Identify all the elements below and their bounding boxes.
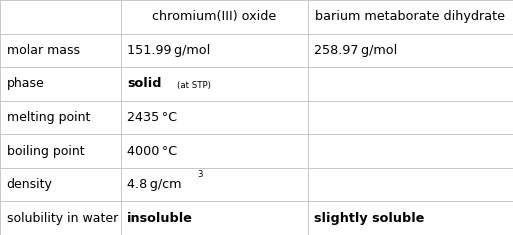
- Text: barium metaborate dihydrate: barium metaborate dihydrate: [315, 10, 505, 23]
- Text: 4.8 g/cm: 4.8 g/cm: [127, 178, 182, 191]
- Text: solubility in water: solubility in water: [7, 212, 118, 225]
- Text: 4000 °C: 4000 °C: [127, 145, 177, 158]
- Text: 151.99 g/mol: 151.99 g/mol: [127, 44, 210, 57]
- Text: melting point: melting point: [7, 111, 90, 124]
- Text: molar mass: molar mass: [7, 44, 80, 57]
- Text: chromium(III) oxide: chromium(III) oxide: [152, 10, 277, 23]
- Text: boiling point: boiling point: [7, 145, 84, 158]
- Text: solid: solid: [127, 77, 162, 90]
- Text: (at STP): (at STP): [177, 81, 211, 90]
- Text: 258.97 g/mol: 258.97 g/mol: [314, 44, 398, 57]
- Text: insoluble: insoluble: [127, 212, 193, 225]
- Text: slightly soluble: slightly soluble: [314, 212, 425, 225]
- Text: 2435 °C: 2435 °C: [127, 111, 177, 124]
- Text: phase: phase: [7, 77, 45, 90]
- Text: density: density: [7, 178, 52, 191]
- Text: 3: 3: [198, 170, 203, 179]
